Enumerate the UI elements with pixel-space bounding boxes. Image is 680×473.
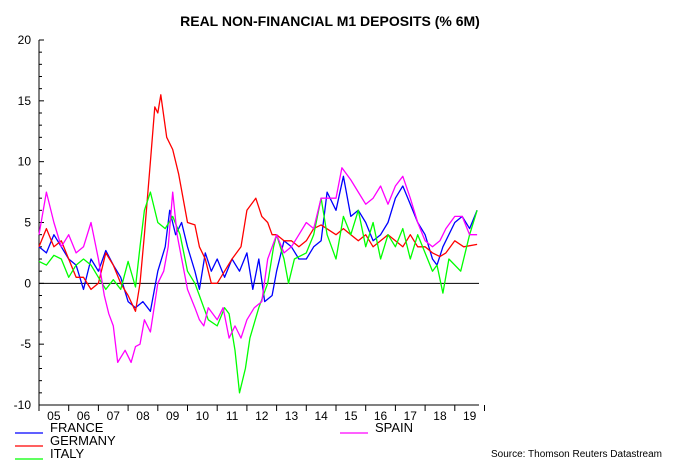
y-tick-label: 5: [24, 216, 31, 230]
legend-label-italy: ITALY: [50, 446, 85, 461]
x-tick-label: 11: [226, 409, 239, 423]
legend-label-germany: GERMANY: [50, 433, 116, 448]
x-tick-label: 17: [404, 409, 418, 423]
y-tick-label: 0: [24, 276, 31, 290]
x-tick-label: 19: [463, 409, 477, 423]
series-line-italy: [38, 191, 478, 394]
series-line-spain: [38, 167, 478, 364]
source-note: Source: Thomson Reuters Datastream: [491, 449, 662, 460]
legend-label-spain: SPAIN: [375, 420, 413, 435]
x-tick-label: 15: [344, 409, 358, 423]
axes: 20 15 10 5 0 -5 -10 05 06 07 08 09 10 11 12 13 14 15 16 17 1…: [14, 33, 485, 423]
x-tick-label: 07: [107, 409, 121, 423]
x-tick-label: 18: [433, 409, 447, 423]
y-tick-label: 20: [18, 33, 32, 47]
x-tick-label: 12: [255, 409, 269, 423]
series-lines: [38, 94, 478, 394]
x-tick-label: 09: [166, 409, 180, 423]
y-tick-label: 10: [18, 155, 32, 169]
legend-label-france: FRANCE: [50, 420, 104, 435]
y-tick-label: -5: [20, 337, 31, 351]
y-tick-label: 15: [18, 94, 32, 108]
series-line-france: [38, 175, 478, 312]
series-line-germany: [38, 94, 478, 312]
x-tick-label: 05: [47, 409, 61, 423]
y-tick-label: -10: [14, 398, 32, 412]
x-tick-label: 13: [285, 409, 299, 423]
x-tick-label: 06: [77, 409, 91, 423]
x-tick-label: 08: [136, 409, 150, 423]
x-tick-label: 16: [374, 409, 388, 423]
x-tick-label: 14: [314, 409, 328, 423]
chart-title: REAL NON-FINANCIAL M1 DEPOSITS (% 6M): [180, 13, 480, 29]
x-tick-label: 10: [196, 409, 210, 423]
